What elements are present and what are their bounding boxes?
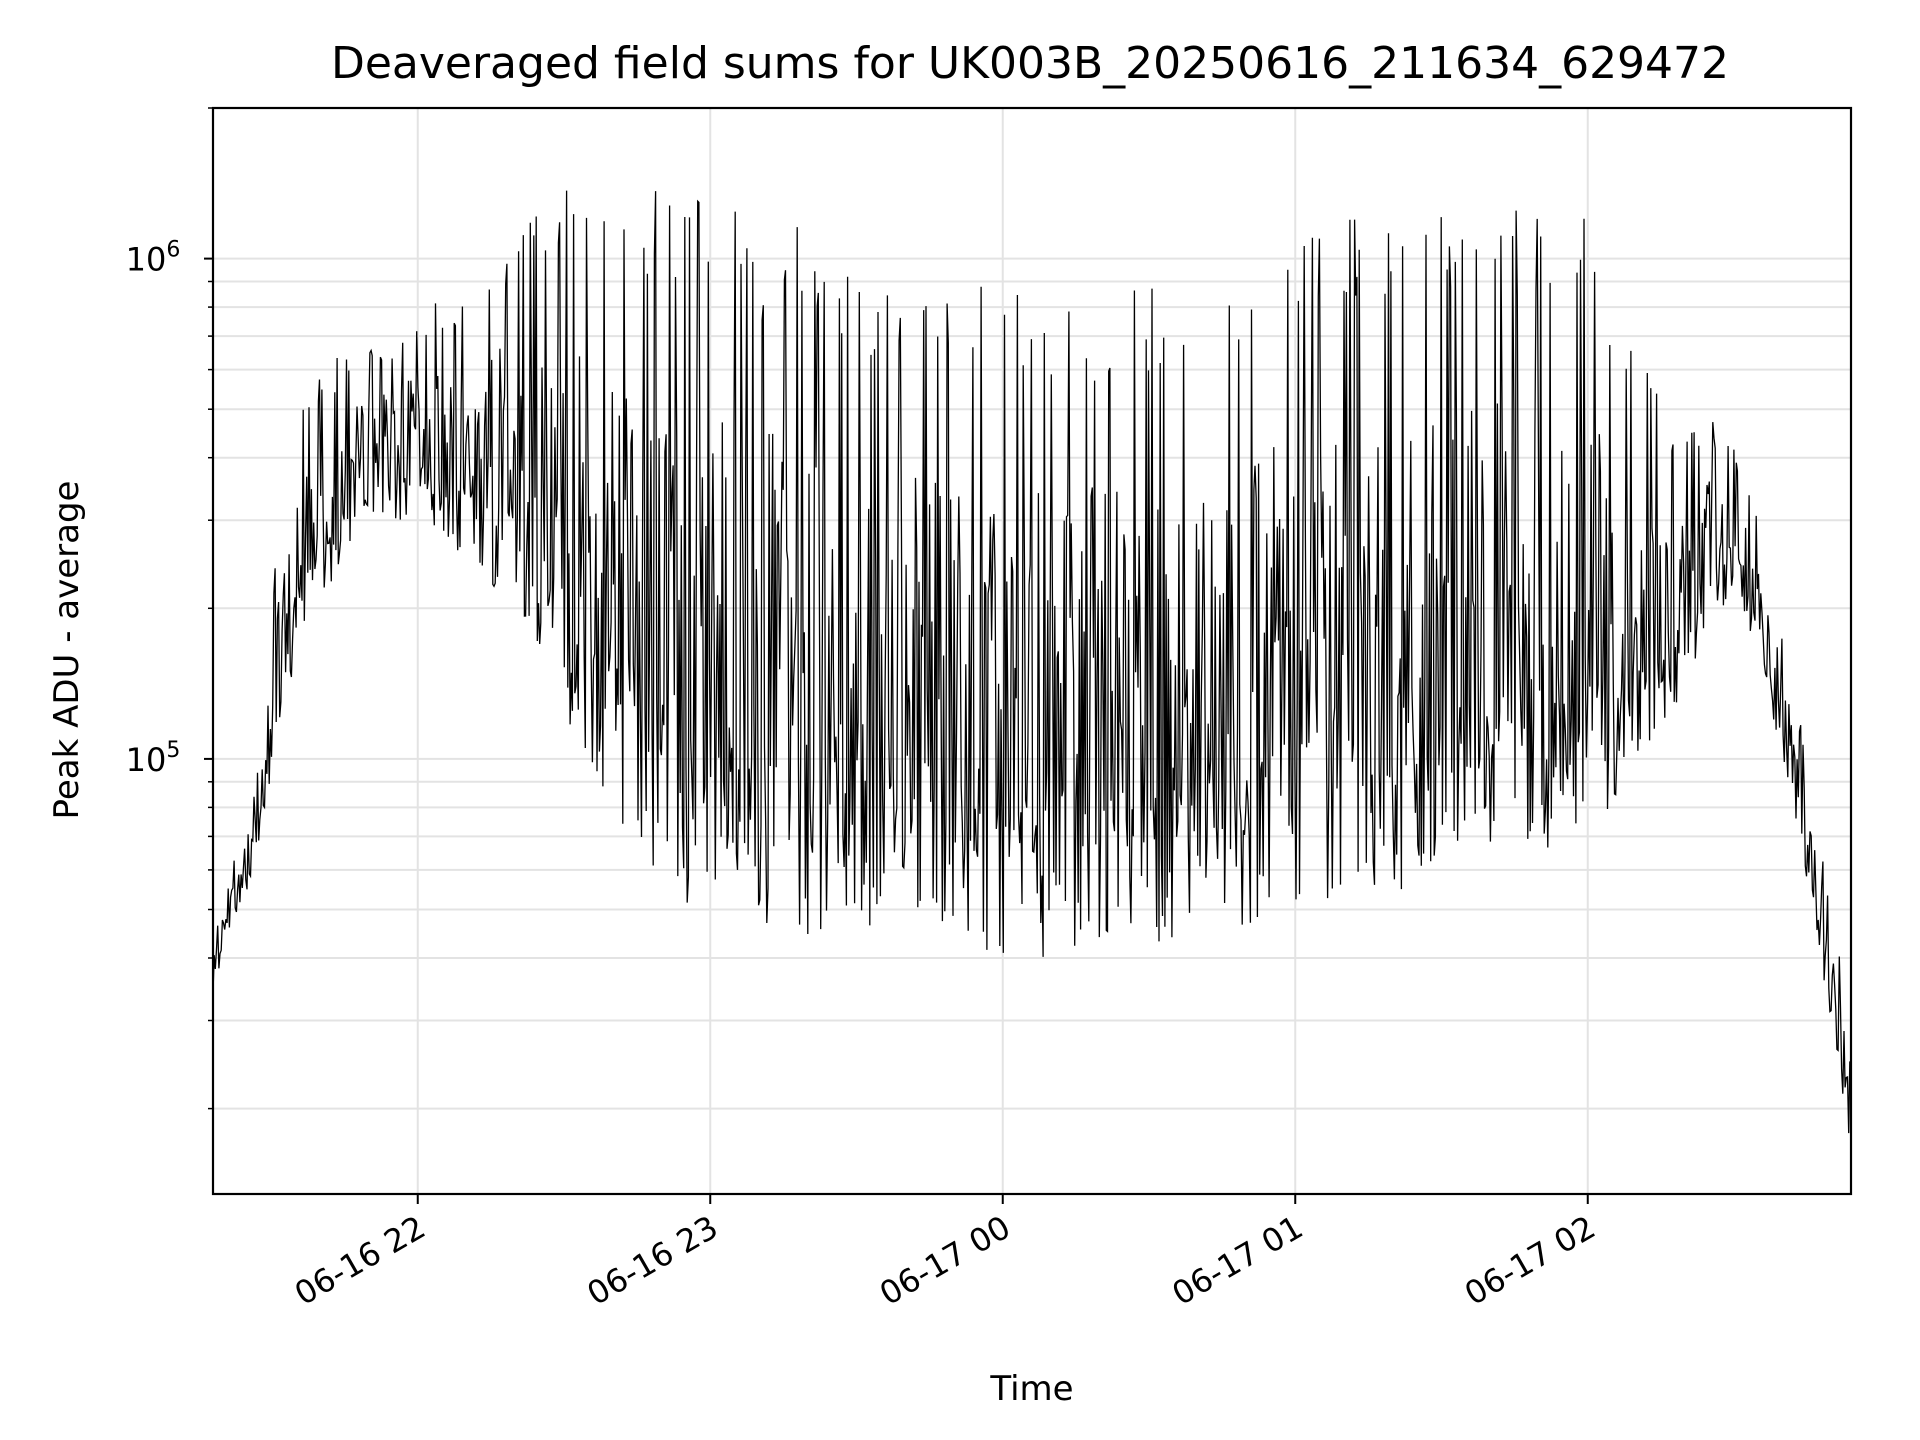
plot-frame xyxy=(211,106,1853,1196)
y-axis-label: Peak ADU - average xyxy=(47,481,87,820)
y-axis: 105 106 xyxy=(126,107,213,1110)
series-line xyxy=(213,190,1851,1134)
plot-clip-group xyxy=(213,190,1851,1134)
y-tick-label: 105 xyxy=(126,738,181,779)
chart-title: Deaveraged field sums for UK003B_2025061… xyxy=(331,38,1729,89)
y-tick-label: 106 xyxy=(126,238,181,279)
x-axis-label: Time xyxy=(989,1369,1073,1409)
